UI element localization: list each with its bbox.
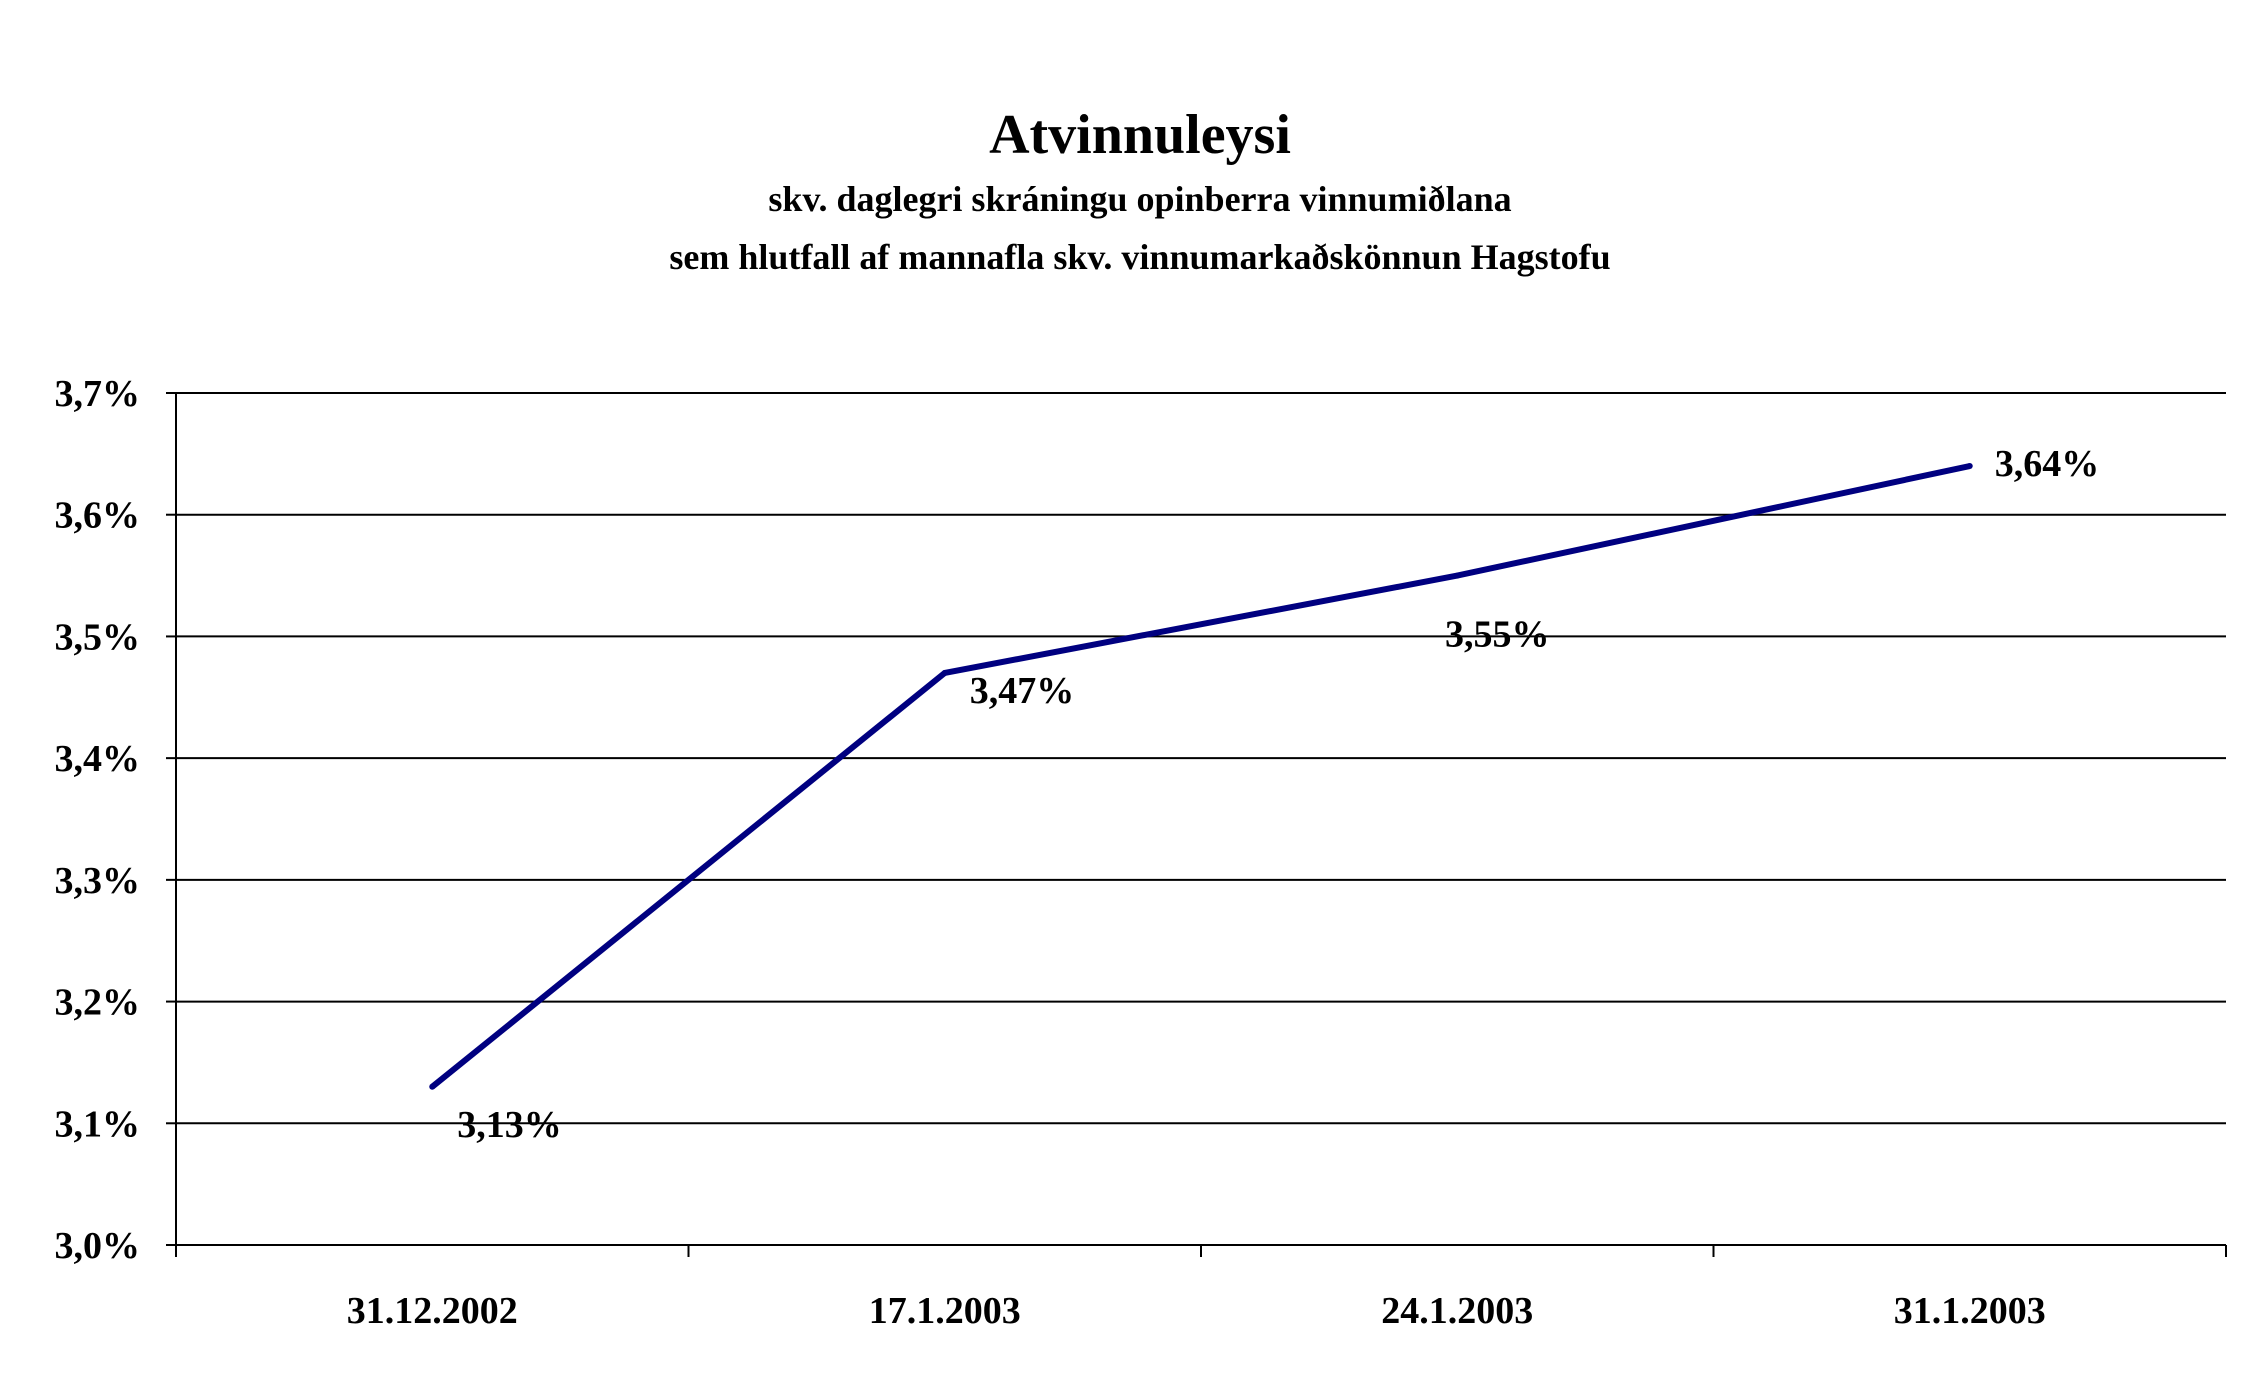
chart-subtitle-line-2: sem hlutfall af mannafla skv. vinnumarka… — [669, 237, 1611, 277]
data-point — [429, 1083, 436, 1090]
data-point — [1966, 463, 1973, 470]
x-tick-label: 17.1.2003 — [869, 1290, 1021, 1332]
axes: 3,0% 3,1% 3,2% 3,3% 3,4% 3,5% 3,6% 3,7% 31.12.20… — [55, 373, 2227, 1332]
x-tick-label: 31.1.2003 — [1894, 1290, 2046, 1332]
y-tick-label: 3,6% — [55, 495, 141, 537]
y-tick-label: 3,2% — [55, 982, 141, 1024]
data-label: 3,55% — [1445, 614, 1550, 656]
chart-title: Atvinnuleysi — [989, 104, 1291, 166]
y-tick-label: 3,5% — [55, 616, 141, 658]
y-tick-label: 3,3% — [55, 860, 141, 902]
gridlines — [176, 392, 2226, 1125]
chart-subtitle-line-1: skv. daglegri skráningu opinberra vinnum… — [768, 179, 1512, 219]
y-tick-label: 3,7% — [55, 373, 141, 415]
data-labels: 3,13% 3,47% 3,55% 3,64% — [457, 443, 2099, 1146]
x-tick-label: 24.1.2003 — [1381, 1290, 1533, 1332]
data-point — [1454, 572, 1461, 579]
data-label: 3,13% — [457, 1104, 562, 1146]
x-tick-label: 31.12.2002 — [347, 1290, 518, 1332]
data-label: 3,64% — [1995, 443, 2100, 485]
chart-titles: Atvinnuleysi skv. daglegri skráningu opi… — [0, 100, 2254, 286]
y-tick-label: 3,0% — [55, 1225, 141, 1267]
data-label: 3,47% — [970, 670, 1075, 712]
series-line — [430, 463, 1971, 1090]
series-line-group — [429, 463, 1973, 1090]
data-point — [941, 669, 948, 676]
y-tick-label: 3,1% — [55, 1103, 141, 1145]
y-tick-label: 3,4% — [55, 738, 141, 780]
